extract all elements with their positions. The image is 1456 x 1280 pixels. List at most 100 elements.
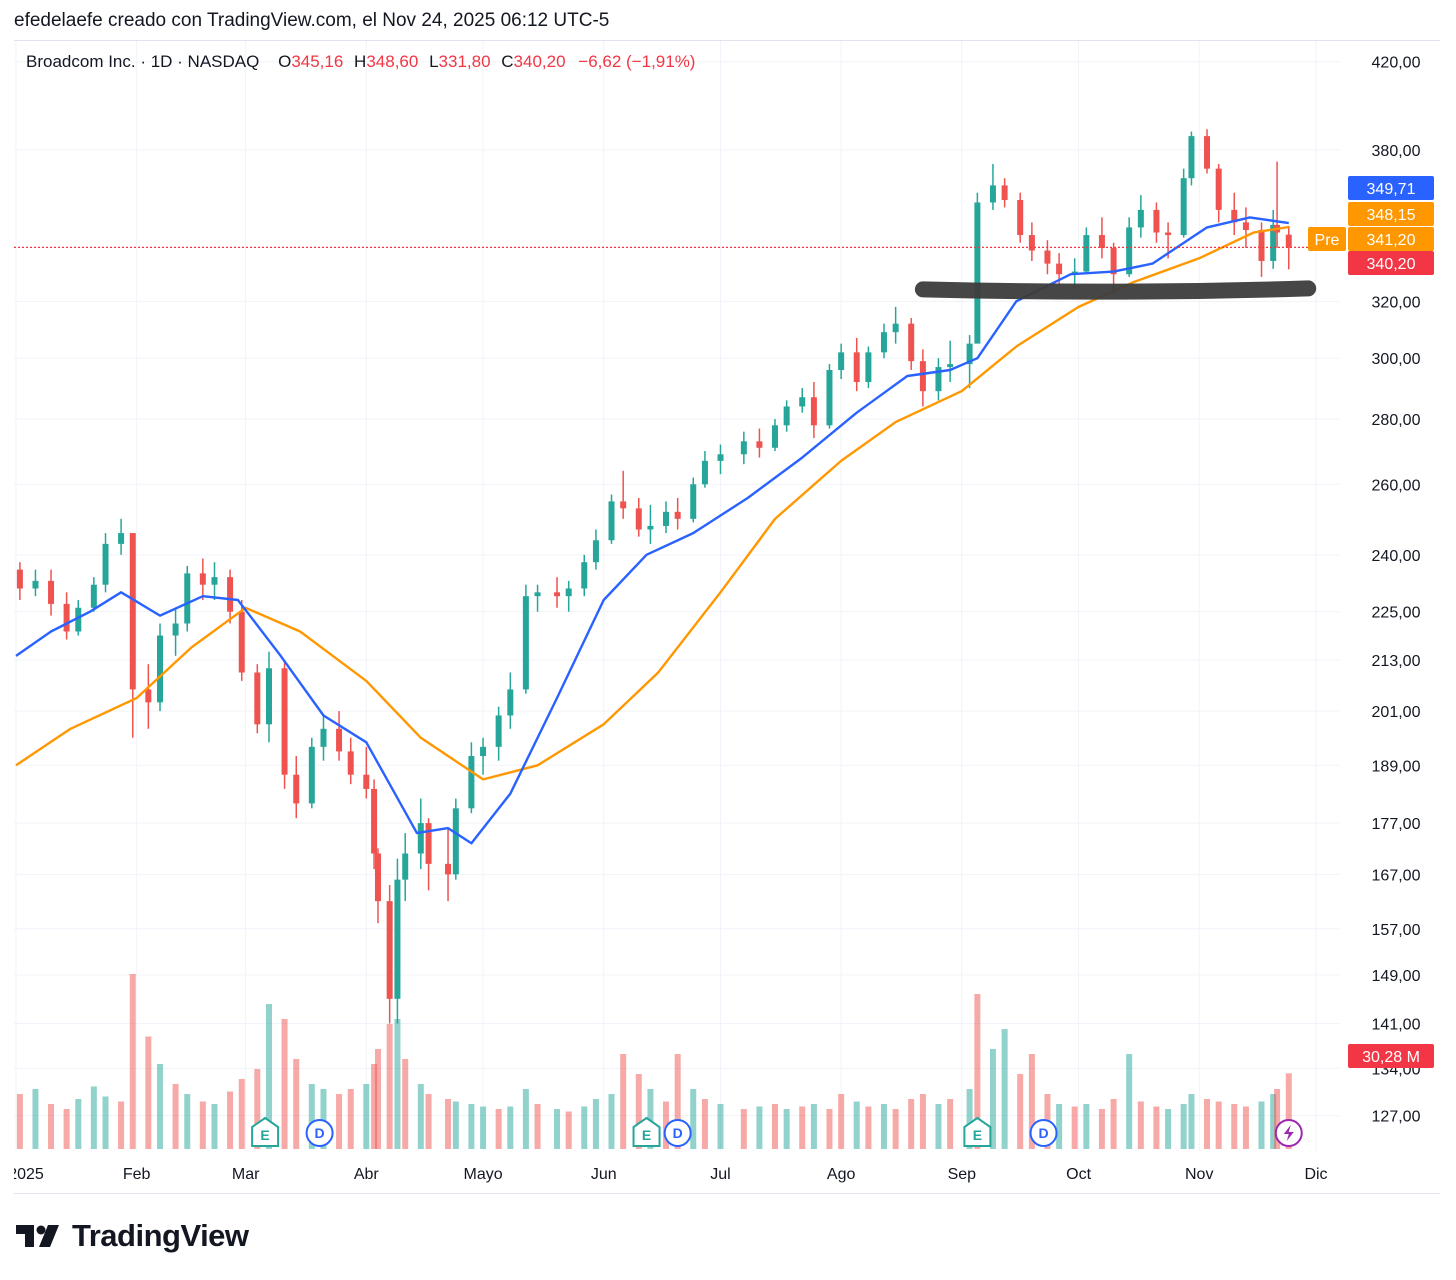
candle[interactable]: [919, 349, 926, 407]
candle[interactable]: [810, 382, 817, 439]
candle[interactable]: [468, 742, 475, 814]
candle[interactable]: [336, 711, 343, 761]
candle[interactable]: [565, 580, 572, 612]
candle[interactable]: [1270, 209, 1277, 269]
candle[interactable]: [826, 364, 833, 429]
candle[interactable]: [157, 623, 164, 712]
candle[interactable]: [293, 756, 300, 819]
symbol-name[interactable]: Broadcom Inc. · 1D · NASDAQ: [26, 52, 260, 71]
candle[interactable]: [1017, 192, 1024, 243]
candle[interactable]: [880, 323, 887, 359]
candle[interactable]: [211, 562, 218, 601]
candle[interactable]: [935, 358, 942, 401]
candle[interactable]: [32, 569, 39, 597]
earnings-event-icon[interactable]: E: [251, 1116, 280, 1147]
candle[interactable]: [647, 504, 654, 544]
candle[interactable]: [663, 501, 669, 534]
candle[interactable]: [1098, 217, 1105, 259]
dividend-event-icon[interactable]: D: [305, 1119, 334, 1147]
candle[interactable]: [227, 569, 234, 624]
candle[interactable]: [1242, 207, 1249, 248]
candle[interactable]: [371, 779, 378, 870]
candle[interactable]: [1044, 240, 1051, 275]
candle[interactable]: [717, 444, 724, 475]
candle[interactable]: [374, 848, 381, 924]
candle[interactable]: [534, 584, 541, 612]
candle[interactable]: [838, 343, 845, 380]
candle[interactable]: [1231, 192, 1238, 236]
candlesticks[interactable]: [16, 129, 1292, 1024]
candle[interactable]: [63, 592, 70, 640]
candle[interactable]: [48, 569, 55, 616]
candle[interactable]: [1001, 178, 1008, 208]
candle[interactable]: [417, 798, 424, 870]
candle[interactable]: [554, 577, 561, 608]
candle[interactable]: [974, 192, 981, 344]
candle[interactable]: [1153, 202, 1160, 243]
candle[interactable]: [690, 477, 697, 523]
candle[interactable]: [199, 558, 206, 601]
candle[interactable]: [756, 428, 763, 458]
candle[interactable]: [701, 451, 708, 488]
candle[interactable]: [320, 715, 327, 761]
candle[interactable]: [1188, 131, 1195, 186]
candle[interactable]: [740, 431, 747, 465]
candle[interactable]: [592, 529, 599, 570]
candle[interactable]: [445, 828, 452, 902]
candle[interactable]: [90, 577, 97, 612]
candle[interactable]: [16, 562, 23, 601]
candle[interactable]: [947, 340, 954, 383]
candle[interactable]: [254, 664, 261, 734]
candle[interactable]: [347, 737, 354, 785]
candle[interactable]: [892, 306, 899, 344]
candle[interactable]: [853, 337, 860, 392]
candle[interactable]: [1126, 217, 1133, 277]
candle[interactable]: [522, 584, 529, 694]
candle[interactable]: [635, 497, 642, 537]
candle[interactable]: [172, 607, 179, 656]
dividend-event-icon[interactable]: D: [663, 1119, 692, 1147]
chart-frame[interactable]: E D E D E D 420,00 380,00 320,00 300,00 280,00 260…: [14, 40, 1440, 1194]
candle[interactable]: [507, 672, 514, 729]
earnings-event-icon[interactable]: E: [963, 1116, 992, 1147]
candle[interactable]: [674, 497, 681, 530]
candle[interactable]: [265, 651, 272, 743]
candle[interactable]: [1028, 222, 1035, 261]
candle[interactable]: [102, 533, 109, 593]
candle[interactable]: [129, 533, 136, 738]
candle[interactable]: [908, 318, 915, 371]
price-chart[interactable]: E D E D E D 420,00 380,00 320,00 300,00 280,00 260…: [14, 41, 1440, 1193]
candle[interactable]: [1180, 168, 1187, 238]
candle[interactable]: [1204, 129, 1211, 174]
candle[interactable]: [386, 884, 393, 1024]
candle[interactable]: [771, 418, 778, 452]
candle[interactable]: [1083, 227, 1090, 275]
candle[interactable]: [865, 346, 872, 389]
candle[interactable]: [184, 565, 191, 632]
candle[interactable]: [394, 858, 401, 1024]
candle[interactable]: [308, 737, 315, 809]
candle[interactable]: [1215, 163, 1222, 223]
earnings-event-icon[interactable]: E: [632, 1116, 661, 1147]
candle[interactable]: [145, 664, 152, 729]
candle[interactable]: [799, 388, 806, 413]
candle[interactable]: [402, 833, 409, 902]
lightning-icon[interactable]: [1274, 1119, 1303, 1147]
candle[interactable]: [1285, 225, 1292, 270]
dividend-event-icon[interactable]: D: [1029, 1119, 1058, 1147]
candle[interactable]: [363, 746, 370, 799]
candle[interactable]: [238, 600, 245, 681]
candle[interactable]: [581, 554, 588, 597]
candle[interactable]: [425, 818, 432, 891]
candle[interactable]: [452, 798, 459, 880]
candle[interactable]: [1137, 195, 1144, 238]
x-axis[interactable]: 2025 Feb Mar Abr Mayo Jun Jul Ago Sep Oct Nov Dic: [14, 1166, 1328, 1183]
candle[interactable]: [495, 706, 502, 761]
candle[interactable]: [281, 659, 288, 789]
candle[interactable]: [620, 470, 627, 519]
candle[interactable]: [608, 494, 615, 544]
candle[interactable]: [480, 737, 487, 775]
candle[interactable]: [118, 518, 125, 555]
candle[interactable]: [989, 163, 996, 210]
